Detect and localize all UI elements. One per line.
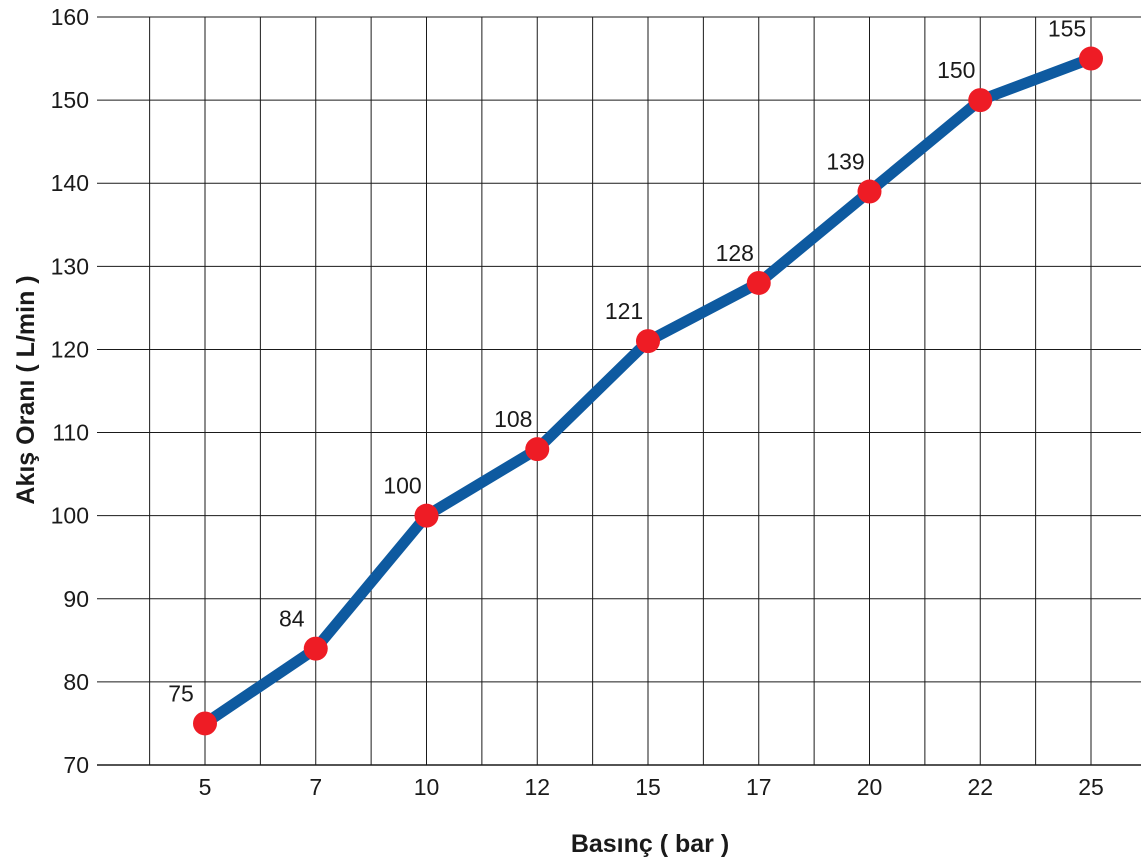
- data-label: 84: [279, 606, 305, 632]
- y-axis-ticks: 70 80 90 100 110 120 130 140 150 160: [51, 4, 89, 778]
- x-tick-label: 12: [524, 774, 550, 800]
- series-layer: [193, 46, 1103, 736]
- y-tick-label: 80: [63, 669, 89, 695]
- data-point: [193, 711, 217, 736]
- data-point: [746, 270, 771, 295]
- x-tick-label: 15: [635, 774, 661, 800]
- data-label: 155: [1048, 16, 1086, 42]
- y-tick-label: 130: [51, 253, 89, 279]
- data-point: [303, 636, 328, 661]
- y-tick-label: 150: [51, 87, 89, 113]
- data-label: 100: [383, 473, 421, 499]
- data-point: [1079, 46, 1103, 71]
- x-axis-title: Basınç ( bar ): [571, 830, 729, 858]
- data-label: 150: [937, 57, 975, 83]
- data-labels: 75 84 100 108 121 128 139 150 155: [168, 16, 1086, 707]
- y-tick-label: 160: [51, 4, 89, 30]
- data-point: [636, 329, 660, 354]
- y-axis-title: Akış Oranı ( L/min ): [12, 275, 40, 504]
- x-tick-label: 20: [857, 774, 883, 800]
- x-tick-label: 25: [1078, 774, 1104, 800]
- y-tick-label: 120: [51, 336, 89, 362]
- x-tick-label: 17: [746, 774, 772, 800]
- y-tick-label: 140: [51, 170, 89, 196]
- y-tick-label: 70: [63, 752, 89, 778]
- x-tick-label: 10: [414, 774, 440, 800]
- x-axis-ticks: 5 7 10 12 15 17 20 22 25: [199, 774, 1104, 800]
- grid: [97, 16, 1141, 766]
- data-label: 121: [605, 298, 643, 324]
- data-label: 75: [168, 680, 194, 706]
- data-point: [968, 88, 993, 113]
- y-tick-label: 90: [63, 586, 89, 612]
- x-tick-label: 5: [199, 774, 212, 800]
- x-tick-label: 22: [967, 774, 993, 800]
- data-point: [414, 503, 439, 528]
- x-tick-label: 7: [309, 774, 322, 800]
- y-tick-label: 100: [51, 503, 89, 529]
- y-tick-label: 110: [52, 420, 89, 446]
- data-label: 108: [494, 406, 532, 432]
- data-label: 128: [716, 240, 754, 266]
- data-point: [525, 437, 550, 462]
- data-label: 139: [826, 149, 864, 175]
- data-point: [857, 179, 882, 204]
